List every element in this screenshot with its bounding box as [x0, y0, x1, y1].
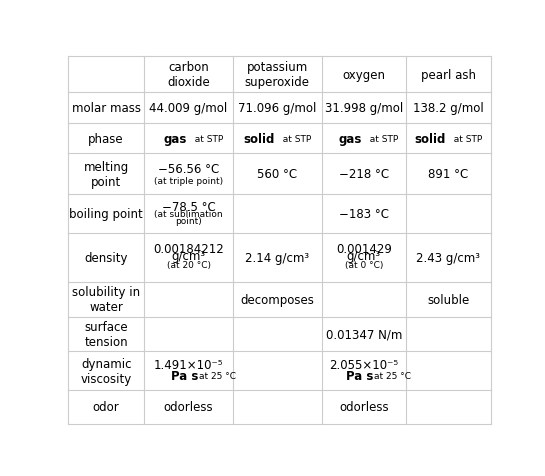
Text: 891 °C: 891 °C	[428, 168, 468, 181]
Text: melting
point: melting point	[83, 160, 129, 188]
Text: at 25 °C: at 25 °C	[199, 371, 236, 380]
Text: surface
tension: surface tension	[84, 320, 128, 348]
Text: 0.00184212: 0.00184212	[153, 242, 224, 255]
Text: potassium
superoxide: potassium superoxide	[245, 61, 310, 89]
Text: 2.43 g/cm³: 2.43 g/cm³	[416, 251, 480, 264]
Text: Pa s: Pa s	[346, 369, 373, 382]
Text: oxygen: oxygen	[342, 69, 385, 81]
Text: 0.001429: 0.001429	[336, 242, 392, 255]
Text: 2.14 g/cm³: 2.14 g/cm³	[245, 251, 309, 264]
Text: solid: solid	[415, 132, 446, 145]
Text: at STP: at STP	[189, 134, 223, 143]
Text: solubility in
water: solubility in water	[72, 286, 140, 314]
Text: 2.055×10⁻⁵: 2.055×10⁻⁵	[329, 358, 398, 371]
Text: carbon
dioxide: carbon dioxide	[167, 61, 210, 89]
Text: 138.2 g/mol: 138.2 g/mol	[413, 102, 483, 115]
Text: −183 °C: −183 °C	[339, 208, 389, 220]
Text: dynamic
viscosity: dynamic viscosity	[81, 357, 132, 385]
Text: odorless: odorless	[164, 400, 213, 414]
Text: 31.998 g/mol: 31.998 g/mol	[325, 102, 403, 115]
Text: phase: phase	[88, 132, 124, 145]
Text: point): point)	[175, 216, 202, 225]
Text: at 25 °C: at 25 °C	[374, 371, 411, 380]
Text: 1.491×10⁻⁵: 1.491×10⁻⁵	[154, 358, 223, 371]
Text: Pa s: Pa s	[171, 369, 198, 382]
Text: −78.5 °C: −78.5 °C	[162, 201, 215, 214]
Text: molar mass: molar mass	[71, 102, 141, 115]
Text: −218 °C: −218 °C	[339, 168, 389, 181]
Text: at STP: at STP	[448, 134, 482, 143]
Text: decomposes: decomposes	[240, 293, 314, 306]
Text: soluble: soluble	[427, 293, 469, 306]
Text: g/cm³: g/cm³	[347, 249, 381, 263]
Text: (at 20 °C): (at 20 °C)	[167, 260, 210, 269]
Text: (at sublimation: (at sublimation	[154, 209, 223, 218]
Text: (at 0 °C): (at 0 °C)	[344, 260, 383, 269]
Text: boiling point: boiling point	[69, 208, 143, 220]
Text: gas: gas	[338, 132, 362, 145]
Text: at STP: at STP	[277, 134, 311, 143]
Text: pearl ash: pearl ash	[421, 69, 476, 81]
Text: (at triple point): (at triple point)	[154, 176, 223, 185]
Text: at STP: at STP	[364, 134, 398, 143]
Text: odor: odor	[93, 400, 119, 414]
Text: 0.01347 N/m: 0.01347 N/m	[325, 328, 402, 341]
Text: gas: gas	[163, 132, 186, 145]
Text: −56.56 °C: −56.56 °C	[158, 162, 219, 175]
Text: 560 °C: 560 °C	[257, 168, 297, 181]
Text: g/cm³: g/cm³	[172, 249, 205, 263]
Text: odorless: odorless	[339, 400, 389, 414]
Text: 44.009 g/mol: 44.009 g/mol	[149, 102, 228, 115]
Text: density: density	[84, 251, 128, 264]
Text: 71.096 g/mol: 71.096 g/mol	[238, 102, 317, 115]
Text: solid: solid	[244, 132, 275, 145]
